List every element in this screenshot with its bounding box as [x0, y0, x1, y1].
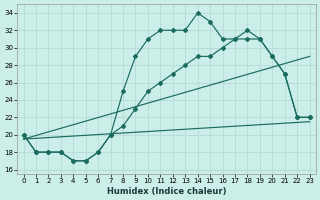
X-axis label: Humidex (Indice chaleur): Humidex (Indice chaleur) — [107, 187, 226, 196]
